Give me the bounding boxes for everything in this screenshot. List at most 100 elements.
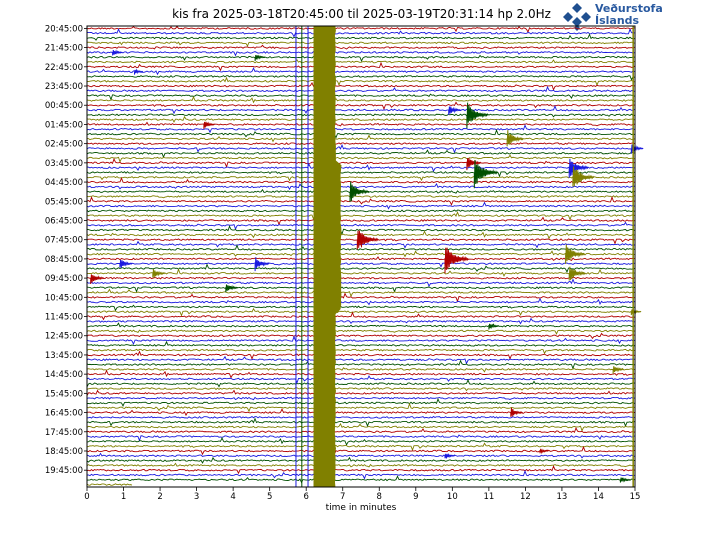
trace-line (86, 157, 635, 169)
trace-line (86, 426, 635, 434)
x-tick-label: 13 (557, 492, 568, 502)
y-tick-label: 16:45:00 (45, 409, 83, 419)
event-burst (619, 477, 631, 483)
trace-line (86, 134, 635, 143)
x-tick-label: 9 (413, 492, 418, 502)
x-tick-label: 10 (447, 492, 458, 502)
trace-line (86, 41, 635, 47)
event-burst (572, 166, 595, 187)
trace-line (86, 201, 635, 210)
event-burst (152, 269, 166, 278)
event-burst (506, 130, 524, 147)
trace-line (86, 276, 635, 280)
trace-line (86, 396, 635, 401)
event-burst (473, 159, 498, 189)
y-tick-label: 22:45:00 (45, 63, 83, 73)
trace-line (86, 469, 635, 480)
trace-line (86, 67, 635, 76)
y-tick-label: 08:45:00 (45, 255, 83, 265)
x-tick-label: 14 (593, 492, 604, 502)
y-tick-label: 21:45:00 (45, 44, 83, 54)
trace-line (86, 442, 635, 452)
event-burst (444, 247, 469, 274)
x-tick-label: 11 (483, 492, 494, 502)
x-tick-label: 7 (340, 492, 345, 502)
trace-line (86, 322, 635, 328)
y-tick-label: 06:45:00 (45, 216, 83, 226)
x-tick-label: 6 (303, 492, 308, 502)
trace-line (86, 348, 635, 355)
y-tick-label: 13:45:00 (45, 351, 83, 361)
event-burst (134, 68, 144, 75)
trace-line (86, 456, 635, 464)
trace-line (86, 177, 635, 184)
event-burst (225, 284, 239, 293)
trace-line (86, 104, 635, 115)
trace-line (86, 335, 635, 346)
trace-line (86, 375, 635, 385)
trace-line (86, 81, 635, 91)
y-tick-label: 15:45:00 (45, 389, 83, 399)
event-burst (448, 106, 461, 116)
trace-line (86, 209, 635, 213)
trace-line (86, 61, 635, 72)
trace-line (86, 59, 635, 66)
y-tick-label: 20:45:00 (45, 24, 83, 34)
trace-line (86, 367, 635, 373)
x-axis-label: time in minutes (325, 503, 397, 513)
trace-line (86, 95, 635, 105)
trace-line (86, 402, 635, 413)
plot-frame (86, 25, 636, 488)
trace-line (86, 359, 635, 370)
diamond-cluster-icon (563, 3, 591, 31)
event-burst (510, 407, 524, 417)
event-burst (254, 257, 270, 272)
event-burst (466, 158, 482, 171)
y-tick-label: 05:45:00 (45, 197, 83, 207)
trace-line (86, 101, 635, 111)
x-tick-label: 1 (121, 492, 126, 502)
trace-line (86, 149, 635, 159)
logo-line-1: Veðurstofa (595, 2, 663, 15)
event-burst (466, 102, 489, 129)
trace-line (86, 415, 635, 419)
trace-line (86, 263, 635, 274)
trace-line (86, 195, 635, 201)
event-burst (349, 181, 370, 203)
trace-line (86, 387, 635, 392)
trace-line (86, 350, 635, 361)
y-tick-label: 17:45:00 (45, 428, 83, 438)
trace-line (86, 288, 635, 298)
trace-line (86, 340, 635, 347)
saturated-band (313, 26, 342, 487)
y-tick-label: 11:45:00 (45, 313, 83, 323)
trace-line (86, 250, 635, 258)
trace-line (86, 304, 635, 312)
trace-line (86, 317, 635, 325)
trace-line (86, 163, 635, 173)
event-burst (539, 448, 549, 455)
y-tick-label: 12:45:00 (45, 332, 83, 342)
trace-line (86, 128, 635, 139)
x-tick-label: 12 (520, 492, 531, 502)
trace-line (86, 389, 635, 396)
chart-title: kis fra 2025-03-18T20:45:00 til 2025-03-… (172, 7, 551, 21)
trace-line (86, 175, 635, 182)
trace-line (86, 33, 635, 41)
event-burst (112, 49, 123, 56)
y-tick-label: 01:45:00 (45, 120, 83, 130)
x-tick-label: 8 (377, 492, 382, 502)
trace-line (86, 44, 635, 50)
trace-line (86, 465, 635, 475)
event-burst (444, 453, 455, 459)
trace-line (86, 211, 635, 221)
event-burst (356, 230, 379, 250)
trace-line (86, 244, 635, 251)
x-tick-label: 2 (157, 492, 162, 502)
y-tick-label: 02:45:00 (45, 140, 83, 150)
trace-line (86, 330, 635, 340)
y-tick-label: 09:45:00 (45, 274, 83, 284)
trace-line (86, 434, 635, 442)
trace-line (86, 268, 635, 277)
